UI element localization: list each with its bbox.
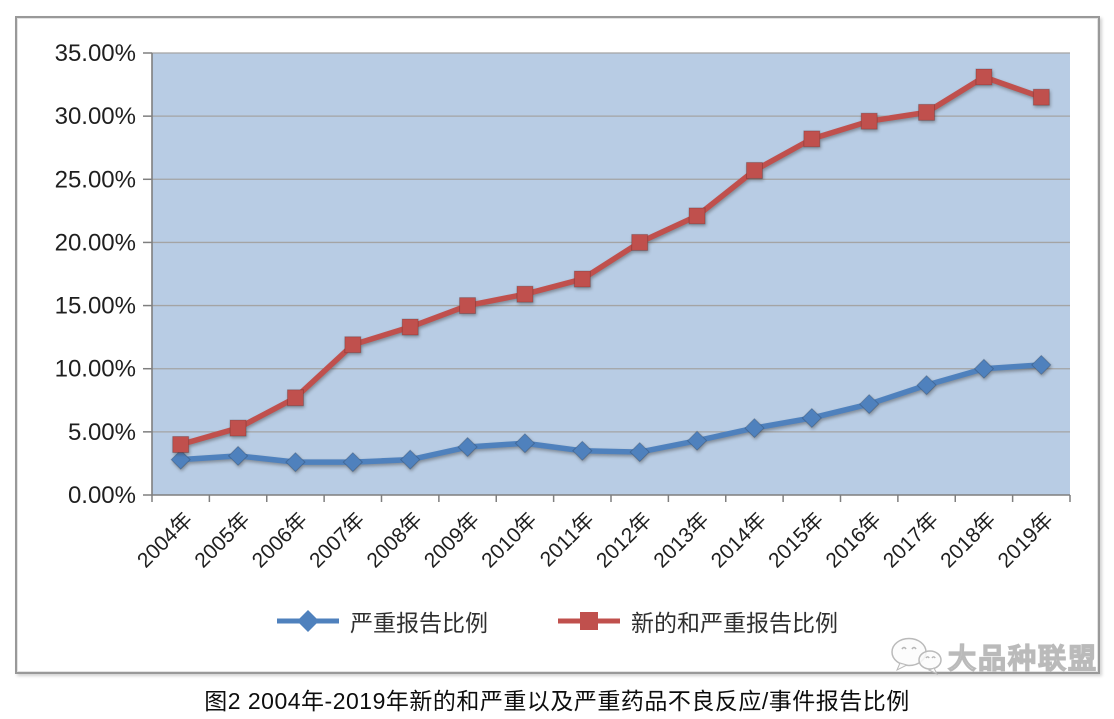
y-tick-label: 15.00% bbox=[55, 293, 136, 320]
x-tick-label: 2005年 bbox=[190, 508, 254, 572]
legend-label-new-and-severe-ratio: 新的和严重报告比例 bbox=[631, 610, 838, 636]
data-point bbox=[457, 436, 478, 458]
x-tick-label: 2012年 bbox=[592, 508, 656, 572]
x-tick-label: 2014年 bbox=[707, 508, 771, 572]
data-point bbox=[170, 449, 191, 470]
data-point bbox=[172, 435, 190, 453]
x-tick-label: 2004年 bbox=[133, 508, 197, 572]
legend-item-severe-ratio: 严重报告比例 bbox=[275, 604, 488, 638]
data-point bbox=[401, 318, 419, 336]
data-point bbox=[516, 285, 534, 303]
y-tick-label: 35.00% bbox=[55, 40, 136, 67]
wechat-bubbles-icon bbox=[891, 637, 942, 676]
figure-caption: 图2 2004年-2019年新的和严重以及严重药品不良反应/事件报告比例 bbox=[204, 688, 910, 714]
data-point bbox=[399, 449, 421, 470]
legend-label-severe-ratio: 严重报告比例 bbox=[350, 610, 488, 636]
data-point bbox=[688, 207, 706, 225]
x-tick-label: 2009年 bbox=[420, 508, 484, 572]
y-tick-label: 5.00% bbox=[68, 419, 136, 446]
data-point bbox=[1032, 88, 1050, 106]
y-tick-label: 10.00% bbox=[55, 356, 136, 383]
chart-legend: 严重报告比例 新的和严重报告比例 bbox=[15, 604, 1098, 638]
x-tick-label: 2008年 bbox=[363, 508, 427, 572]
x-tick-label: 2006年 bbox=[248, 508, 312, 572]
data-point bbox=[918, 103, 936, 121]
data-point bbox=[631, 233, 649, 251]
y-tick-label: 30.00% bbox=[55, 103, 136, 130]
data-point bbox=[514, 433, 536, 454]
watermark-logo: 大品种联盟 bbox=[888, 636, 1098, 678]
x-tick-label: 2010年 bbox=[477, 508, 541, 572]
y-tick-label: 20.00% bbox=[55, 229, 136, 256]
data-point bbox=[229, 419, 247, 437]
data-point bbox=[344, 336, 362, 354]
x-tick-label: 2011年 bbox=[536, 508, 599, 571]
x-tick-label: 2016年 bbox=[822, 508, 886, 572]
data-point bbox=[572, 440, 593, 462]
x-tick-label: 2017年 bbox=[879, 508, 943, 572]
data-point bbox=[745, 161, 763, 179]
data-point bbox=[801, 407, 823, 429]
data-point bbox=[744, 417, 765, 439]
data-point bbox=[1031, 354, 1052, 376]
series-line bbox=[177, 362, 1045, 465]
legend-marker-diamond-icon bbox=[277, 610, 339, 632]
data-point bbox=[227, 445, 249, 467]
x-tick-label: 2007年 bbox=[305, 508, 369, 572]
x-tick-label: 2015年 bbox=[764, 508, 828, 572]
y-tick-label: 25.00% bbox=[55, 166, 136, 193]
data-point bbox=[573, 270, 591, 288]
y-tick-label: 0.00% bbox=[68, 482, 136, 509]
data-point bbox=[803, 130, 821, 148]
data-point bbox=[629, 441, 650, 463]
x-tick-label: 2019年 bbox=[994, 508, 1058, 572]
data-point bbox=[285, 451, 306, 473]
plot-area bbox=[152, 53, 1070, 495]
x-tick-label: 2018年 bbox=[936, 508, 1000, 572]
legend-marker-square-icon bbox=[558, 612, 620, 630]
watermark-text: 大品种联盟 bbox=[947, 642, 1098, 674]
data-point bbox=[973, 358, 995, 379]
data-point bbox=[342, 451, 364, 473]
x-tick-label: 2013年 bbox=[649, 508, 713, 572]
series-0 bbox=[170, 354, 1052, 473]
legend-item-new-and-severe-ratio: 新的和严重报告比例 bbox=[556, 604, 838, 638]
data-point bbox=[916, 374, 937, 396]
data-point bbox=[286, 389, 304, 407]
data-point bbox=[858, 393, 880, 415]
data-point bbox=[686, 430, 708, 451]
series-line bbox=[177, 74, 1045, 448]
data-point bbox=[860, 112, 878, 130]
data-point bbox=[975, 68, 993, 86]
series-1 bbox=[172, 68, 1050, 453]
data-point bbox=[459, 297, 477, 315]
